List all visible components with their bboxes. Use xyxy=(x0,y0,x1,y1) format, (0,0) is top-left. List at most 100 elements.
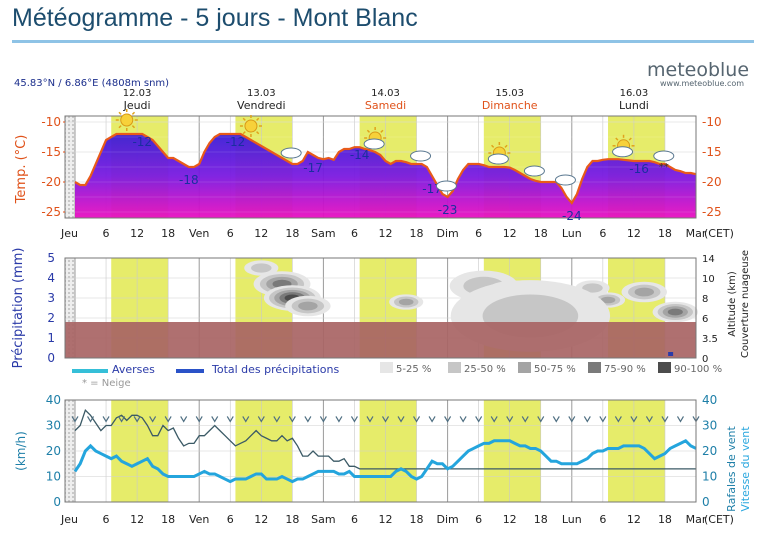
sun-ray xyxy=(256,117,260,121)
sun-ray xyxy=(380,129,384,133)
wind-frame xyxy=(64,399,697,503)
temp-xtick: 18 xyxy=(658,227,672,240)
wind-direction-arrow xyxy=(335,416,343,423)
cloud-legend-label: 75-90 % xyxy=(604,364,646,375)
wind-xtick-unit: (CET) xyxy=(704,513,734,526)
sun-ray xyxy=(131,111,136,115)
precip-right-tick: 8 xyxy=(702,294,708,305)
temp-xtick: Jeu xyxy=(60,227,78,240)
cloud-shape xyxy=(280,147,302,159)
wind-xtick: 12 xyxy=(379,513,393,526)
temp-xtick: Ven xyxy=(189,227,209,240)
temp-annotation: -18 xyxy=(179,173,199,187)
wind-speed-line xyxy=(73,438,697,484)
temp-xtick: 6 xyxy=(599,227,606,240)
wind-direction-arrow xyxy=(319,416,327,423)
day-date: 14.03 xyxy=(371,88,400,99)
day-date: 12.03 xyxy=(123,88,152,99)
wind-direction-arrow xyxy=(599,416,607,423)
temp-annotation: -23 xyxy=(438,203,458,217)
wind-direction-arrow xyxy=(583,416,591,423)
precip-past-hatch xyxy=(65,258,75,358)
wind-direction-arrow xyxy=(242,416,250,423)
moon-shape xyxy=(311,135,321,153)
cloud-shape xyxy=(653,150,675,162)
wind-direction-arrow xyxy=(304,416,312,423)
legend-swatch-showers xyxy=(72,369,108,373)
wind-xtick: 6 xyxy=(475,513,482,526)
page-title: Météogramme - 5 jours - Mont Blanc xyxy=(12,4,418,32)
precip-ylabel: Précipitation (mm) xyxy=(11,248,26,369)
cloud-legend-label: 90-100 % xyxy=(674,364,722,375)
temp-xtick: 6 xyxy=(227,227,234,240)
wind-xtick: 18 xyxy=(410,513,424,526)
wind-direction-arrow xyxy=(645,416,653,423)
wind-xtick: 18 xyxy=(285,513,299,526)
weather-moon-cloud-icon xyxy=(280,138,302,159)
wind-ytick-left: 0 xyxy=(53,495,61,509)
meteoblue-logo: meteoblue xyxy=(647,59,749,81)
temp-xtick: 6 xyxy=(475,227,482,240)
wind-direction-arrow xyxy=(87,416,95,423)
cloud-cover-label: Couverture nuageuse xyxy=(740,250,751,358)
wind-direction-arrow xyxy=(164,416,172,423)
sun-ray xyxy=(242,131,246,135)
precip-ytick: 0 xyxy=(47,351,55,365)
sun-disc xyxy=(120,113,134,127)
precip-ytick: 1 xyxy=(47,331,55,345)
wind-direction-arrow xyxy=(226,416,234,423)
wind-ytick-left: 20 xyxy=(46,444,61,458)
cloud-cover-blob xyxy=(667,308,683,316)
temp-annotation: -12 xyxy=(226,135,246,149)
sun-ray xyxy=(256,131,260,135)
weather-sun-cloud-icon xyxy=(487,142,511,165)
wind-direction-arrow xyxy=(180,416,188,423)
weather-moon-cloud-icon xyxy=(435,171,457,192)
precip-marker xyxy=(668,352,674,356)
precip-ytick: 2 xyxy=(47,311,55,325)
sun-ray xyxy=(615,137,619,141)
wind-direction-arrow xyxy=(630,416,638,423)
temp-past-hatch xyxy=(65,116,75,218)
legend-swatch-total xyxy=(176,369,204,373)
temp-xtick: 18 xyxy=(285,227,299,240)
sun-ray xyxy=(118,125,122,129)
wind-direction-arrow xyxy=(211,416,219,423)
legend-total: Total des précipitations xyxy=(211,363,339,376)
wind-direction-arrow xyxy=(149,416,157,423)
sun-ray xyxy=(628,137,632,141)
cloud-shape xyxy=(523,165,545,177)
cloud-legend-swatch xyxy=(518,362,531,373)
wind-ytick-right: 10 xyxy=(702,470,717,484)
wind-direction-arrow xyxy=(350,416,358,423)
precip-frame xyxy=(64,257,697,359)
weather-sun-cloud-icon xyxy=(363,127,387,150)
weather-sun-icon xyxy=(115,109,138,131)
temperature-line xyxy=(74,132,697,205)
precip-right-tick: 6 xyxy=(702,314,708,325)
temp-xtick: 12 xyxy=(254,227,268,240)
cloud-legend-swatch xyxy=(658,362,671,373)
temp-ytick-left: -25 xyxy=(41,205,61,219)
wind-direction-arrow xyxy=(490,416,498,423)
wind-direction-arrow xyxy=(366,416,374,423)
day-date: 13.03 xyxy=(247,88,276,99)
wind-ytick-right: 40 xyxy=(702,393,717,407)
cloud-legend-swatch xyxy=(588,362,601,373)
wind-xtick: 6 xyxy=(599,513,606,526)
temp-xtick: Lun xyxy=(562,227,582,240)
wind-direction-arrow xyxy=(428,416,436,423)
sun-ray xyxy=(491,144,495,148)
wind-direction-arrow xyxy=(661,416,669,423)
temp-xtick: Dim xyxy=(436,227,458,240)
cloud-legend-label: 5-25 % xyxy=(396,364,431,375)
temperature-area xyxy=(75,134,696,218)
temp-annotation: -12 xyxy=(132,135,152,149)
precip-right-tick: 10 xyxy=(702,274,715,285)
legend-snow: * = Neige xyxy=(82,378,131,389)
temp-ytick-right: -10 xyxy=(702,115,722,129)
wind-xtick: 12 xyxy=(254,513,268,526)
altitude-label: Altitude (km) xyxy=(727,271,738,337)
temp-xtick-unit: (CET) xyxy=(704,227,734,240)
